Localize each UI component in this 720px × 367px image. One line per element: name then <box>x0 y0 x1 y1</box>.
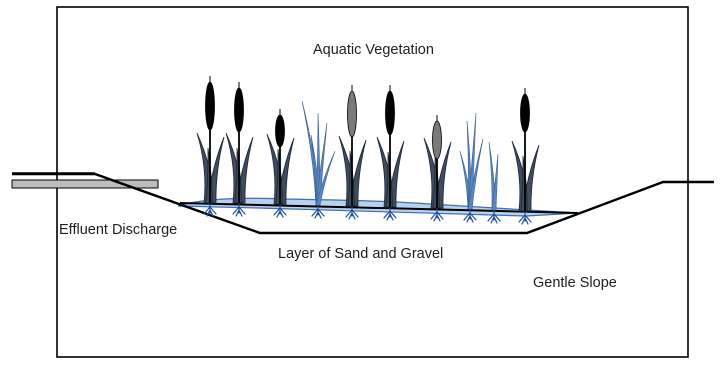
roots <box>383 207 397 221</box>
cattail-plant <box>266 109 295 218</box>
roots <box>463 209 477 223</box>
cattail-plant <box>511 88 540 225</box>
roots <box>203 203 217 217</box>
inlet-pipe <box>11 172 159 189</box>
label-effluent-discharge: Effluent Discharge <box>59 222 178 238</box>
cattail-plant <box>338 85 367 220</box>
grass-blade <box>491 153 499 211</box>
cattail-head <box>347 90 357 138</box>
grass-blade <box>467 138 484 210</box>
ground-profile <box>12 172 714 235</box>
cattail-plant <box>376 85 405 221</box>
roots <box>430 208 444 222</box>
label-gentle-slope: Gentle Slope <box>533 275 617 291</box>
sand-gravel-layer-line <box>179 202 579 214</box>
roots <box>487 210 501 224</box>
label-aquatic-vegetation: Aquatic Vegetation <box>313 42 434 58</box>
inlet-pipe-tube <box>11 179 159 189</box>
grass-clump <box>459 112 484 223</box>
roots <box>273 204 287 218</box>
cattail-head <box>520 93 530 133</box>
cattail-plant <box>225 82 254 217</box>
label-sand-gravel-layer: Layer of Sand and Gravel <box>278 246 444 262</box>
grass-blade <box>315 150 336 206</box>
grass-clump <box>301 100 336 219</box>
aquatic-plants <box>196 76 540 225</box>
cattail-head <box>385 90 395 136</box>
cattail-head <box>234 87 244 133</box>
roots <box>518 211 532 225</box>
cattail-head <box>205 81 215 131</box>
roots <box>345 206 359 220</box>
grass-clump <box>487 141 501 224</box>
cattail-head <box>275 114 285 148</box>
roots <box>311 205 325 219</box>
cattail-plant <box>423 115 452 222</box>
roots <box>232 203 246 217</box>
cattail-head <box>432 120 442 160</box>
cattail-plant <box>196 76 225 217</box>
